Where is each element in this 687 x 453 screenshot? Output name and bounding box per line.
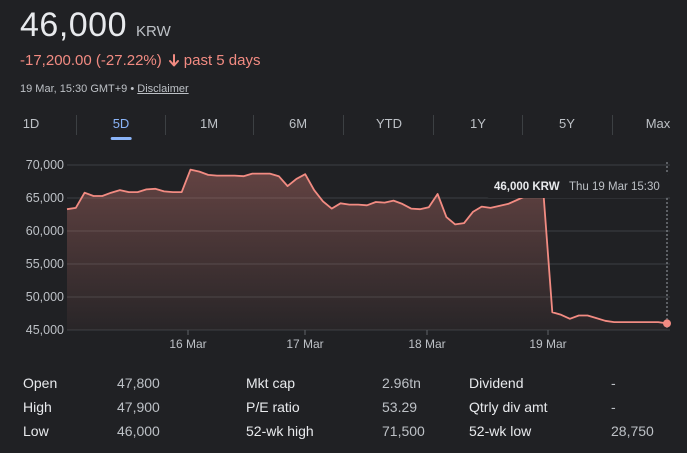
tab-divider <box>522 115 523 135</box>
tab-1d[interactable]: 1D <box>22 116 40 131</box>
y-tick-label: 55,000 <box>26 257 64 271</box>
stat-52wk-low-label: 52-wk low <box>469 423 532 439</box>
stat-low-label: Low <box>23 423 49 439</box>
tab-5y[interactable]: 5Y <box>559 116 575 131</box>
tab-1y[interactable]: 1Y <box>470 116 486 131</box>
tab-divider <box>165 115 166 135</box>
price-change: -17,200.00 (-27.22%) <box>20 52 162 69</box>
y-tick-label: 60,000 <box>26 224 64 238</box>
stat-high-label: High <box>23 399 52 415</box>
meta-separator: • <box>130 83 135 95</box>
stat-dividend-value: - <box>611 375 616 391</box>
y-tick-label: 65,000 <box>26 191 64 205</box>
chart-tooltip: 46,000 KRW Thu 19 Mar 15:30 <box>486 173 668 198</box>
x-tick-label: 18 Mar <box>408 337 445 351</box>
x-tick-label: 16 Mar <box>169 337 206 351</box>
stat-low-value: 46,000 <box>117 423 160 439</box>
x-tick-label: 17 Mar <box>286 337 323 351</box>
tab-max[interactable]: Max <box>645 116 671 131</box>
x-tick-label: 19 Mar <box>529 337 566 351</box>
y-tick-label: 70,000 <box>26 158 64 172</box>
tab-divider <box>76 115 77 135</box>
y-tick-label: 45,000 <box>26 323 64 337</box>
stat-high-value: 47,900 <box>117 399 160 415</box>
tooltip-time: Thu 19 Mar 15:30 <box>569 181 660 193</box>
currency-label: KRW <box>136 23 171 40</box>
tooltip-background <box>486 173 668 198</box>
stat-qtrly-div-label: Qtrly div amt <box>469 399 548 415</box>
tab-divider <box>343 115 344 135</box>
tab-1m[interactable]: 1M <box>199 116 219 131</box>
disclaimer-link[interactable]: Disclaimer <box>137 83 189 95</box>
stat-dividend-label: Dividend <box>469 375 524 391</box>
quote-meta: 19 Mar, 15:30 GMT+9 • Disclaimer <box>20 83 189 95</box>
quote-timestamp: 19 Mar, 15:30 GMT+9 <box>20 83 128 95</box>
price-chart[interactable]: 70,000 65,000 60,000 55,000 50,000 45,000 16 M… <box>0 150 687 360</box>
current-price: 46,000 <box>20 6 127 44</box>
price-change-row: -17,200.00 (-27.22%) past 5 days <box>20 52 260 69</box>
stat-open-label: Open <box>23 375 58 391</box>
tab-5d[interactable]: 5D <box>110 116 131 140</box>
stat-mkt-cap-label: Mkt cap <box>246 375 296 391</box>
stat-52wk-high-value: 71,500 <box>382 423 425 439</box>
tab-divider <box>253 115 254 135</box>
price-area <box>67 169 667 330</box>
y-tick-label: 50,000 <box>26 290 64 304</box>
tab-ytd[interactable]: YTD <box>376 116 402 131</box>
range-tabs: 1D 5D 1M 6M YTD 1Y 5Y Max <box>0 108 687 142</box>
key-stats: Open 47,800 High 47,900 Low 46,000 Mkt c… <box>0 370 687 450</box>
stat-pe-ratio-label: P/E ratio <box>246 399 300 415</box>
stat-pe-ratio-value: 53.29 <box>382 399 418 415</box>
stat-52wk-low-value: 28,750 <box>611 423 654 439</box>
tab-divider <box>433 115 434 135</box>
price-header: 46,000 KRW <box>20 6 171 45</box>
price-series-line <box>66 168 668 325</box>
stat-mkt-cap-value: 2.96tn <box>382 375 421 391</box>
change-period: past 5 days <box>183 52 261 69</box>
tab-6m[interactable]: 6M <box>288 116 308 131</box>
stat-open-value: 47,800 <box>117 375 160 391</box>
arrow-down-icon <box>168 53 180 68</box>
stat-52wk-high-label: 52-wk high <box>246 423 314 439</box>
tooltip-value: 46,000 KRW <box>494 181 560 193</box>
hover-point-marker <box>663 319 671 328</box>
tab-divider <box>612 115 613 135</box>
stat-qtrly-div-value: - <box>611 399 616 415</box>
